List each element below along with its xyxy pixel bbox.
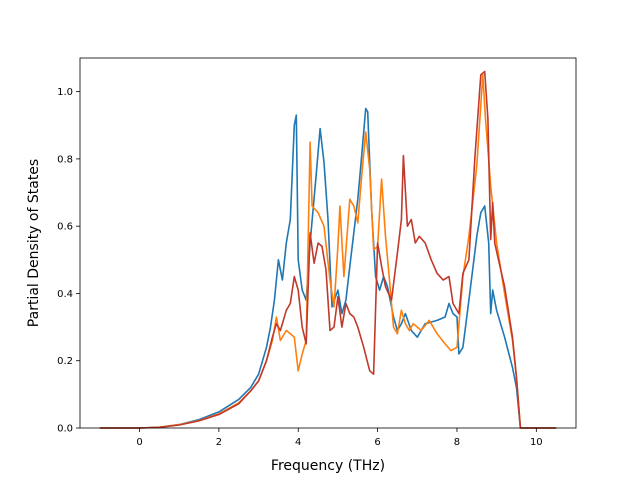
y-tick-label: 1.0 [57, 87, 73, 98]
y-tick-label: 0.8 [57, 154, 73, 165]
x-tick-label: 10 [530, 437, 543, 448]
x-tick-label: 2 [216, 437, 222, 448]
plot-frame [79, 57, 577, 429]
y-tick-label: 0.2 [57, 356, 73, 367]
x-tick-label: 4 [295, 437, 301, 448]
x-axis-label: Frequency (THz) [271, 458, 385, 474]
ticks-layer: 0 2 4 6 8 10 0.0 0.2 0.4 0.6 0.8 1.0 [57, 87, 543, 448]
series-layer [99, 70, 557, 429]
y-axis-label: Partial Density of States [26, 159, 42, 327]
y-tick-label: 0.6 [57, 222, 73, 233]
y-tick-label: 0.0 [57, 424, 73, 435]
x-tick-label: 8 [454, 437, 460, 448]
series-line-3 [99, 70, 557, 429]
y-tick-label: 0.4 [57, 289, 73, 300]
series-line-1 [99, 107, 557, 429]
plot-area [80, 58, 576, 428]
x-tick-label: 6 [374, 437, 380, 448]
x-tick-label: 0 [136, 437, 142, 448]
